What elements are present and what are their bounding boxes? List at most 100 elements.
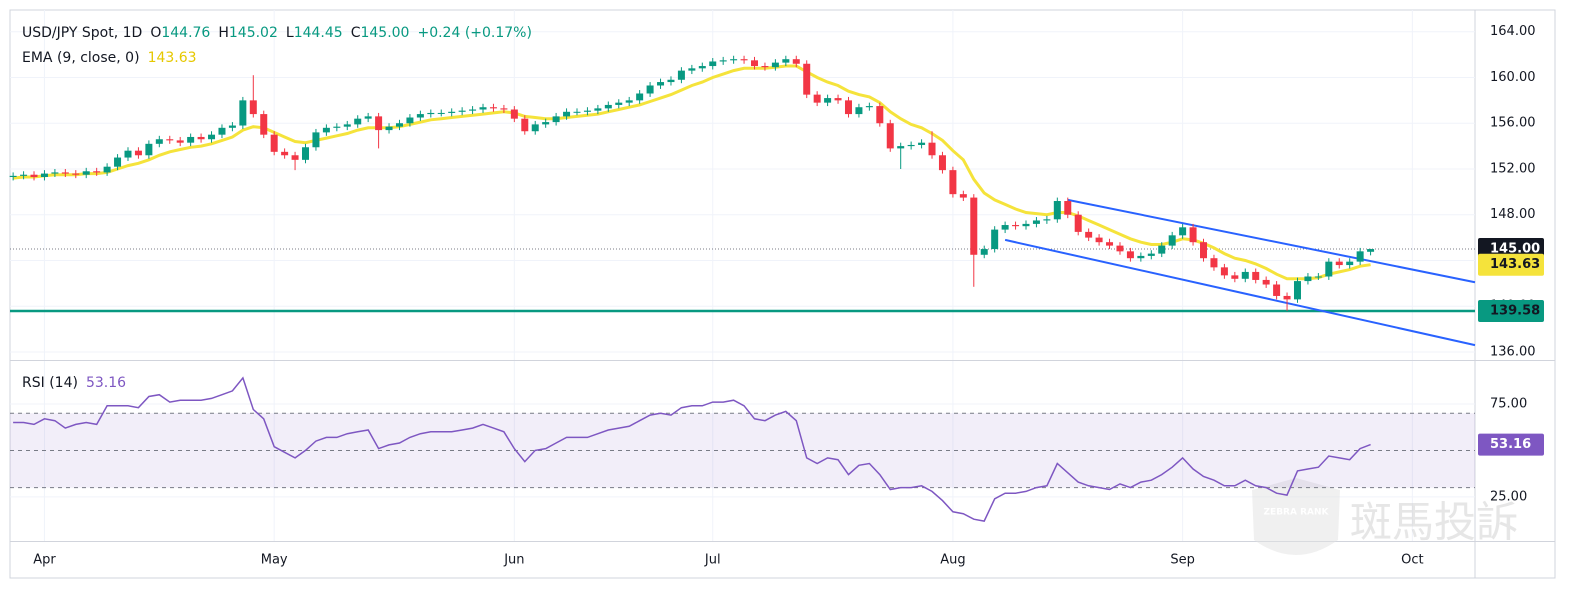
candle-body	[918, 142, 926, 145]
candle-body	[103, 166, 111, 173]
rsi-line	[13, 376, 1371, 522]
candle-body	[792, 59, 800, 64]
candle-body	[479, 107, 487, 110]
candle-body	[1022, 223, 1030, 227]
candle-body	[291, 155, 299, 160]
candle-body	[563, 111, 571, 117]
candle-body	[583, 110, 591, 112]
candle-body	[448, 111, 456, 113]
candle-body	[1137, 255, 1145, 259]
candle-body	[469, 109, 477, 111]
candle-body	[312, 132, 320, 148]
y-tick-label: 136.00	[1490, 344, 1536, 359]
candle-body	[1262, 279, 1270, 285]
y-tick-label: 148.00	[1490, 207, 1536, 222]
rsi-label: 53.16	[1490, 437, 1531, 452]
candle-body	[594, 108, 602, 111]
candle-body	[1325, 261, 1333, 277]
candle-body	[1231, 275, 1239, 279]
candle-body	[249, 100, 257, 115]
candle-body	[1304, 276, 1312, 282]
candle-body	[1210, 258, 1218, 268]
candle-body	[771, 62, 779, 68]
legend-value: 145.00	[360, 25, 409, 41]
candle-body	[1147, 253, 1155, 256]
candle-body	[573, 111, 581, 113]
candle-body	[980, 249, 988, 255]
x-tick-label: May	[261, 553, 288, 568]
ema-price-label-box	[1478, 253, 1544, 276]
support-label-box	[1478, 300, 1544, 323]
legend-key: C	[351, 25, 361, 41]
candle-body	[657, 82, 665, 86]
candle-body	[698, 66, 706, 69]
candle-body	[166, 139, 174, 141]
candle-body	[218, 127, 226, 135]
candle-body	[844, 100, 852, 115]
candle-body	[82, 171, 90, 175]
candle-body	[1293, 281, 1301, 300]
candle-body	[1220, 267, 1228, 276]
candle-body	[124, 150, 132, 158]
candle-body	[1126, 251, 1134, 259]
candle-body	[176, 140, 184, 143]
candle-body	[938, 155, 946, 171]
legend-value: 145.02	[229, 25, 278, 41]
candle-body	[970, 197, 978, 255]
candle-body	[354, 118, 362, 125]
candle-body	[270, 134, 278, 152]
candle-body	[1356, 251, 1364, 262]
candle-body	[72, 173, 80, 175]
candle-body	[709, 61, 717, 67]
candle-body	[1012, 225, 1020, 227]
y-tick-label: 164.00	[1490, 24, 1536, 39]
ema-price-label: 143.63	[1490, 257, 1540, 272]
channel-line	[1067, 198, 1476, 284]
y-tick-label: 156.00	[1490, 116, 1536, 131]
candle-body	[730, 59, 738, 61]
legend-change: +0.24 (+0.17%)	[417, 25, 531, 41]
candle-body	[260, 114, 268, 135]
watermark-badge: ZEBRA RANK	[1264, 508, 1330, 518]
candle-body	[375, 116, 383, 131]
legend: RSI (14) 53.16	[22, 375, 126, 391]
candle-body	[437, 112, 445, 114]
candle-body	[521, 118, 529, 132]
legend-key: O	[150, 25, 161, 41]
channel-line	[1004, 238, 1476, 347]
candle-body	[458, 110, 466, 112]
candle-body	[322, 127, 330, 133]
candle-body	[928, 142, 936, 156]
plot	[9, 55, 1476, 522]
candle-body	[604, 104, 612, 109]
candle-body	[897, 146, 905, 149]
candle-body	[1095, 237, 1103, 243]
y-tick-label: 75.00	[1490, 396, 1527, 411]
candle-body	[1189, 227, 1197, 243]
rsi-value: 53.16	[86, 375, 126, 391]
candle-body	[813, 94, 821, 103]
candle-body	[9, 175, 17, 177]
y-tick-label: 160.00	[1490, 70, 1536, 85]
candle-body	[751, 60, 759, 67]
candle-body	[886, 123, 894, 149]
candle-body	[51, 172, 59, 174]
candle-body	[1085, 231, 1093, 238]
candle-body	[281, 151, 289, 156]
ema-value: 143.63	[148, 50, 197, 66]
candle-body	[1252, 271, 1260, 280]
candle-body	[542, 122, 550, 125]
candle-body	[1335, 261, 1343, 266]
candle-body	[1064, 201, 1072, 215]
rsi-band	[10, 413, 1475, 488]
candle-body	[489, 107, 497, 109]
candle-body	[1314, 276, 1322, 278]
x-tick-label: Apr	[33, 553, 56, 568]
legend-key: L	[286, 25, 294, 41]
candle-body	[1241, 271, 1249, 279]
candle-body	[782, 59, 790, 63]
candle-body	[865, 106, 873, 108]
candle-body	[61, 172, 69, 174]
